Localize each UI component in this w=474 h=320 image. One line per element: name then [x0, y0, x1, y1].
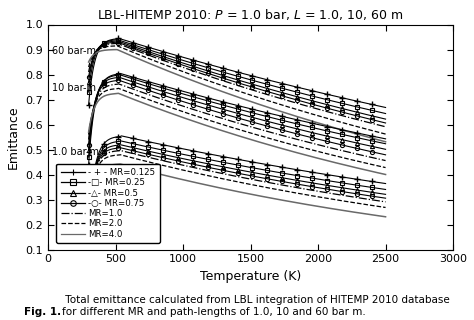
Text: Total emittance calculated from LBL integration of HITEMP 2010 database
for diff: Total emittance calculated from LBL inte…: [62, 295, 449, 317]
Text: 10 bar-m: 10 bar-m: [53, 83, 96, 93]
Legend: - + - MR=0.125, -□- MR=0.25, -△- MR=0.5, -○- MR=0.75, MR=1.0, MR=2.0, MR=4.0: - + - MR=0.125, -□- MR=0.25, -△- MR=0.5,…: [56, 164, 160, 243]
Title: LBL-HITEMP 2010: $P$ = 1.0 bar, $L$ = 1.0, 10, 60 m: LBL-HITEMP 2010: $P$ = 1.0 bar, $L$ = 1.…: [97, 7, 404, 22]
Text: Fig. 1.: Fig. 1.: [24, 307, 61, 317]
Text: 1.0 bar-m: 1.0 bar-m: [53, 147, 100, 157]
Text: 60 bar-m: 60 bar-m: [53, 46, 96, 56]
Y-axis label: Emittance: Emittance: [7, 105, 20, 169]
X-axis label: Temperature (K): Temperature (K): [200, 270, 301, 283]
